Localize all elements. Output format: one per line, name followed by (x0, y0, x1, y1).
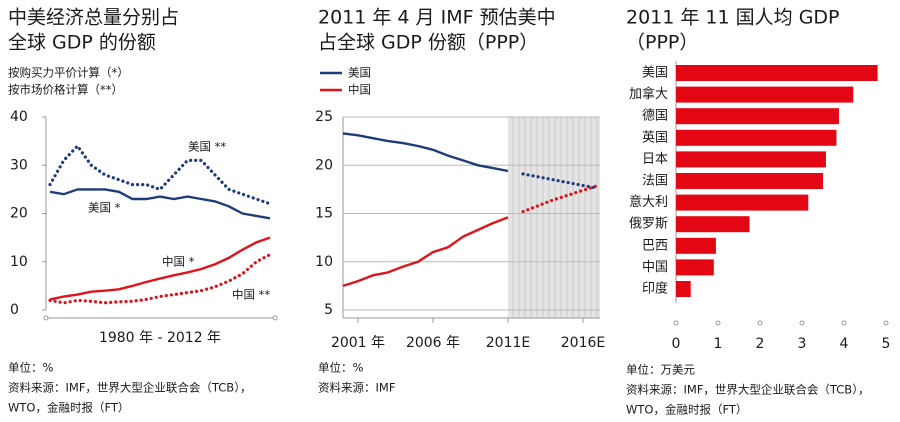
series-line (48, 252, 272, 305)
chart-title: （PPP） (626, 32, 698, 54)
x-tick-label: 2 (756, 336, 765, 352)
annotation: 按购买力平价计算（*） (8, 66, 129, 80)
x-tick (673, 320, 679, 326)
x-tick-label: 2001 年 (331, 335, 385, 351)
series-label: 中国 ** (232, 288, 270, 302)
axis-end (43, 315, 49, 321)
category-label: 日本 (642, 152, 668, 167)
bar (676, 281, 691, 297)
chart-title: 2011 年 4 月 IMF 预估美中 (318, 7, 556, 29)
legend-label: 中国 (348, 83, 371, 97)
series-label: 中国 * (162, 255, 195, 269)
x-tick-label: 2016E (561, 335, 605, 351)
series-line (342, 216, 509, 288)
footnote: 单位：% (8, 361, 53, 375)
bar (676, 108, 839, 125)
y-tick-label: 30 (10, 157, 28, 173)
category-label: 意大利 (629, 194, 668, 210)
x-tick (883, 320, 889, 326)
series-line (49, 188, 271, 220)
series-label: 美国 ** (188, 140, 226, 154)
legend-label: 美国 (348, 66, 371, 80)
annotation: 按市场价格计算（**） (8, 83, 123, 97)
x-tick-label: 3 (798, 336, 807, 352)
series-line (342, 132, 509, 173)
series-line-forecast (521, 183, 600, 214)
y-tick-label: 10 (10, 254, 28, 270)
x-tick-label: 1 (714, 336, 723, 352)
category-label: 加拿大 (629, 86, 668, 102)
forecast-shade (508, 117, 600, 318)
series-line (49, 236, 271, 301)
footnote: 单位：万美元 (626, 363, 695, 377)
footnote: 资料来源：IMF (318, 381, 395, 395)
x-tick-label: 0 (672, 336, 681, 352)
axis-end (272, 315, 278, 321)
y-tick-label: 0 (10, 302, 19, 318)
x-axis-label: 1980 年 - 2012 年 (99, 330, 221, 346)
chart-title: 中美经济总量分别占 (8, 7, 179, 29)
bar (676, 65, 878, 81)
chart-title: 占全球 GDP 份额（PPP） (318, 32, 538, 54)
bar (676, 173, 823, 189)
x-tick (715, 320, 721, 326)
series-line (48, 143, 272, 206)
y-tick-label: 15 (315, 206, 333, 222)
x-tick (841, 320, 847, 326)
category-label: 俄罗斯 (629, 217, 668, 232)
category-label: 英国 (642, 130, 668, 145)
x-tick (757, 320, 763, 326)
x-tick-label: 4 (840, 336, 849, 352)
bar (676, 86, 854, 103)
category-label: 印度 (642, 281, 668, 297)
chart-title: 全球 GDP 的份额 (8, 32, 156, 54)
y-tick-label: 10 (315, 254, 333, 270)
category-label: 美国 (642, 66, 668, 81)
x-tick (799, 320, 805, 326)
series-label: 美国 * (88, 201, 121, 215)
y-tick-label: 20 (10, 206, 28, 222)
x-tick-label: 2011E (486, 335, 530, 351)
footnote: WTO，金融时报（FT） (626, 403, 747, 417)
category-label: 法国 (642, 174, 668, 189)
footnote: 单位：% (318, 361, 363, 375)
y-tick-label: 25 (315, 109, 333, 125)
x-tick-label: 2006 年 (406, 335, 460, 351)
y-tick-label: 5 (324, 302, 333, 318)
category-label: 巴西 (642, 238, 668, 253)
bar (676, 237, 716, 254)
bar (676, 216, 750, 233)
category-label: 中国 (642, 260, 668, 275)
y-tick-label: 40 (10, 109, 28, 125)
bar (676, 129, 837, 146)
bar (676, 259, 714, 276)
footnote: 资料来源：IMF，世界大型企业联合会（TCB）， (8, 381, 251, 395)
x-tick-label: 5 (882, 336, 891, 352)
bar (676, 151, 826, 168)
category-label: 德国 (642, 109, 668, 124)
footnote: 资料来源：IMF，世界大型企业联合会（TCB）， (626, 383, 869, 397)
y-tick-label: 20 (315, 157, 333, 173)
footnote: WTO，金融时报（FT） (8, 401, 129, 415)
chart-title: 2011 年 11 国人均 GDP (626, 7, 840, 29)
bar (676, 194, 809, 211)
